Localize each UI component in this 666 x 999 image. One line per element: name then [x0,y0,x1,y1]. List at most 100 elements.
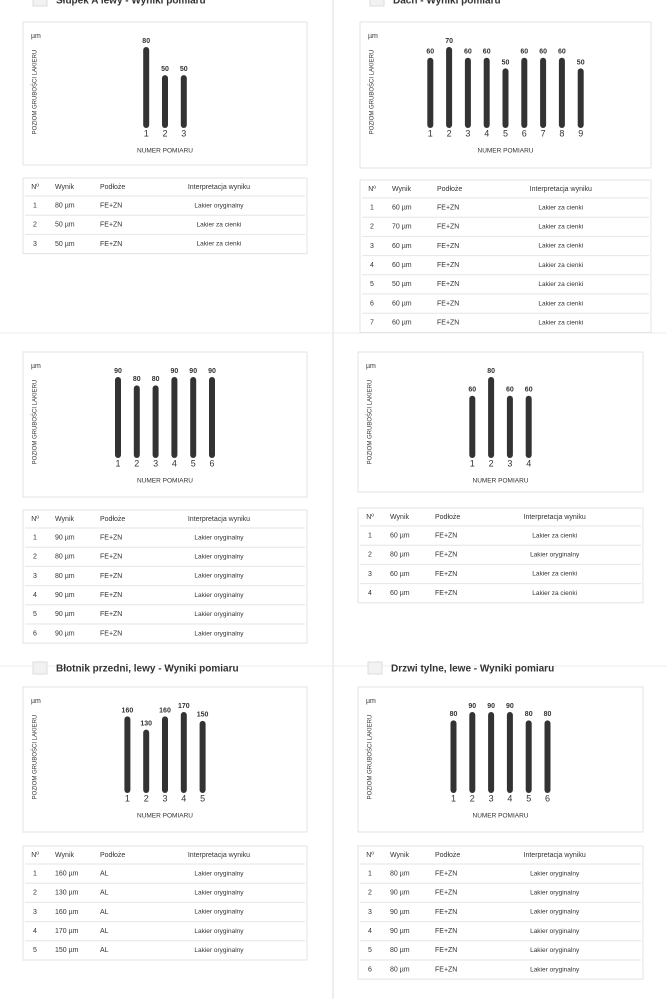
table-cell: 2 [33,554,37,561]
table-header: Nº [368,186,376,193]
panel-title: Drzwi tylne, lewe - Wyniki pomiaru [391,664,554,675]
panel-title: Słupek A lewy - Wyniki pomiaru [56,0,206,7]
x-axis-label: NUMER POMIARU [137,813,193,820]
table-cell: 1 [33,534,37,541]
table-cell: FE+ZN [437,320,459,327]
table-cell: AL [100,947,109,954]
x-tick-label: 1 [144,128,149,138]
table-cell: FE+ZN [100,241,122,248]
table-card [359,179,652,333]
chart-card [22,351,308,498]
value-label: 90 [487,703,495,710]
value-label: 60 [464,49,472,56]
x-tick-label: 4 [181,793,186,803]
table-cell: Lakier oryginalny [530,552,580,559]
y-axis-label: POZIOM GRUBOŚCI LAKIERU [366,380,374,465]
table-cell: FE+ZN [435,890,457,897]
table-cell: 2 [368,890,372,897]
table-cell: Lakier za cienki [538,320,583,327]
unit-label: µm [31,363,41,370]
table-cell: 4 [370,262,374,269]
y-axis-label: POZIOM GRUBOŚCI LAKIERU [368,50,376,135]
unit-label: µm [31,33,41,40]
table-cell: 60 µm [390,532,410,539]
table-cell: 2 [370,224,374,231]
table-header: Interpretacja wyniku [524,852,586,859]
table-header: Nº [366,514,374,521]
table-cell: 5 [33,611,37,618]
table-header: Nº [31,852,39,859]
x-tick-label: 5 [503,128,508,138]
table-cell: Lakier za cienki [532,532,577,539]
table-cell: 80 µm [55,573,75,580]
x-tick-label: 1 [451,793,456,803]
x-tick-label: 5 [191,458,196,468]
x-tick-label: 1 [125,793,130,803]
table-cell: 5 [370,281,374,288]
table-cell: Lakier za cienki [538,243,583,250]
x-tick-label: 3 [489,793,494,803]
table-cell: 60 µm [390,571,410,578]
table-cell: 60 µm [390,590,410,597]
value-label: 90 [208,368,216,375]
value-label: 80 [450,711,458,718]
y-axis-label: POZIOM GRUBOŚCI LAKIERU [31,380,39,465]
x-tick-label: 3 [507,458,512,468]
title-icon [367,661,383,675]
x-tick-label: 4 [172,458,177,468]
unit-label: µm [31,698,41,705]
table-cell: FE+ZN [100,611,122,618]
table-cell: Lakier oryginalny [194,573,244,580]
value-label: 170 [178,703,190,710]
table-card [22,509,308,644]
value-label: 60 [483,49,491,56]
table-cell: 3 [33,573,37,580]
x-axis-label: NUMER POMIARU [137,478,193,485]
table-cell: FE+ZN [435,590,457,597]
value-label: 70 [445,38,453,45]
x-tick-label: 1 [115,458,120,468]
table-cell: Lakier oryginalny [194,890,244,897]
table-cell: FE+ZN [435,552,457,559]
title-icon [369,0,385,7]
chart-card [357,351,644,493]
table-cell: 1 [368,870,372,877]
panel-title: Błotnik przedni, lewy - Wyniki pomiaru [56,664,239,675]
table-cell: 4 [368,590,372,597]
table-cell: 2 [368,552,372,559]
value-label: 90 [171,368,179,375]
value-label: 90 [114,368,122,375]
value-label: 60 [520,49,528,56]
value-label: 60 [468,387,476,394]
table-cell: 90 µm [55,611,75,618]
table-cell: Lakier oryginalny [194,909,244,916]
value-label: 60 [539,49,547,56]
table-cell: AL [100,928,109,935]
table-cell: 3 [33,909,37,916]
x-axis-label: NUMER POMIARU [137,148,193,155]
value-label: 80 [133,376,141,383]
x-tick-label: 3 [181,128,186,138]
table-cell: FE+ZN [437,224,459,231]
table-cell: 70 µm [392,224,412,231]
value-label: 150 [197,712,209,719]
table-cell: 4 [368,928,372,935]
table-cell: 2 [33,890,37,897]
x-tick-label: 2 [470,793,475,803]
x-tick-label: 4 [507,793,512,803]
x-tick-label: 2 [489,458,494,468]
table-cell: Lakier oryginalny [530,870,580,877]
title-icon [32,661,48,675]
table-cell: FE+ZN [435,928,457,935]
table-cell: 1 [33,202,37,209]
table-cell: Lakier za cienki [538,224,583,231]
table-cell: FE+ZN [100,554,122,561]
x-axis-label: NUMER POMIARU [473,478,529,485]
table-cell: Lakier oryginalny [194,534,244,541]
table-header: Interpretacja wyniku [188,852,250,859]
x-tick-label: 1 [470,458,475,468]
value-label: 50 [577,59,585,66]
table-cell: 60 µm [392,320,412,327]
table-cell: 1 [33,870,37,877]
